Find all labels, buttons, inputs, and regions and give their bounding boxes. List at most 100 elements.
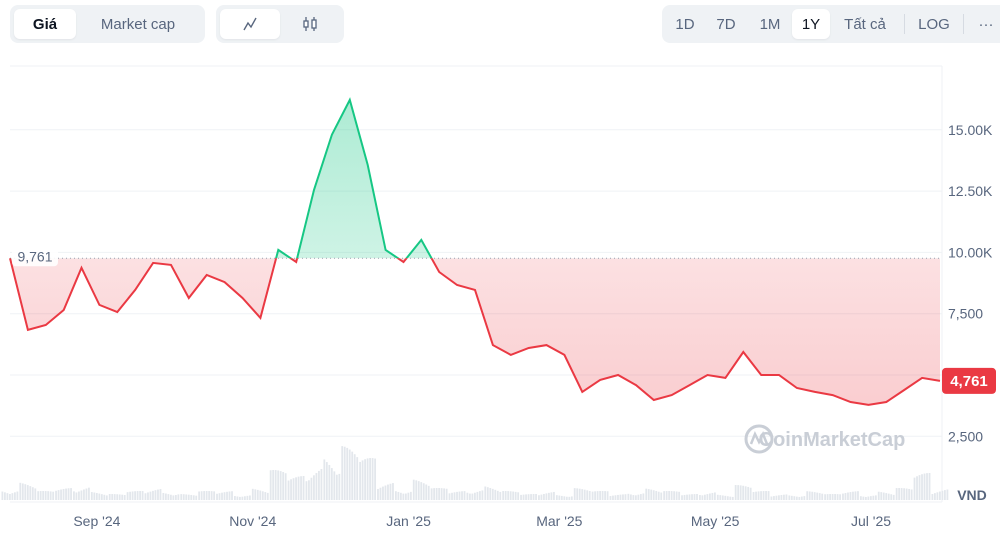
currency-label: VND [957, 487, 987, 503]
volume-bar [568, 496, 571, 500]
volume-bar [463, 491, 466, 500]
more-button[interactable]: ··· [978, 15, 994, 33]
volume-bar [397, 491, 400, 500]
volume-bar [760, 491, 762, 500]
volume-bar [916, 476, 918, 500]
volume-bar [6, 493, 9, 500]
volume-bar [409, 491, 412, 500]
candlestick-button[interactable] [280, 9, 340, 39]
volume-bar [854, 491, 857, 500]
volume-bar [52, 491, 55, 500]
volume-bar [711, 492, 714, 500]
volume-bar [588, 491, 591, 500]
volume-bar [346, 447, 349, 500]
volume-bar [226, 491, 228, 500]
range-1y[interactable]: 1Y [792, 9, 830, 39]
volume-bar [798, 496, 801, 500]
volume-bar [422, 483, 425, 500]
price-line-down [9, 258, 941, 406]
volume-bar [739, 485, 742, 500]
volume-bar [264, 492, 267, 500]
volume-bar [241, 496, 244, 500]
volume-bar [407, 492, 410, 500]
y-tick-label: 15.00K [948, 122, 993, 138]
tab-price[interactable]: Giá [14, 9, 76, 39]
volume-bar [292, 478, 295, 500]
volume-bar [169, 494, 172, 500]
volume-bar [239, 496, 241, 500]
volume-bar [295, 477, 297, 500]
range-1m[interactable]: 1M [759, 15, 781, 33]
volume-bar [164, 493, 167, 500]
volume-bar [325, 462, 328, 500]
volume-bar [187, 494, 190, 500]
volume-bar [57, 490, 60, 500]
volume-bar [652, 490, 655, 500]
volume-bar [660, 492, 663, 500]
volume-bar [284, 473, 287, 500]
volume-bar [744, 486, 747, 500]
volume-bar [790, 495, 793, 500]
line-chart-button[interactable] [220, 9, 280, 39]
coinmarketcap-logo-icon [744, 424, 774, 454]
volume-bar [910, 489, 913, 500]
volume-bar [701, 495, 704, 500]
volume-bar [320, 469, 323, 500]
volume-bar [583, 489, 586, 500]
volume-bar [637, 494, 640, 500]
volume-bar [632, 495, 635, 500]
volume-bar [443, 488, 446, 500]
volume-bar [415, 480, 418, 500]
volume-bar [496, 490, 499, 500]
log-toggle[interactable]: LOG [918, 15, 950, 33]
volume-bar [308, 480, 310, 500]
volume-bar [668, 491, 671, 500]
volume-bar [256, 489, 259, 500]
volume-bar [374, 458, 376, 500]
volume-bar [471, 493, 474, 500]
chart-type-toggle [216, 5, 344, 43]
volume-bar [936, 492, 939, 500]
volume-bar [857, 491, 859, 500]
volume-bar [420, 482, 423, 500]
volume-bar [261, 491, 264, 500]
range-7d[interactable]: 7D [716, 15, 736, 33]
volume-bar [862, 496, 865, 500]
volume-bar [221, 492, 223, 500]
tab-market-cap[interactable]: Market cap [100, 15, 176, 33]
volume-bar [892, 494, 895, 500]
volume-bar [918, 475, 921, 500]
volume-bar [382, 486, 384, 500]
volume-bar [678, 491, 681, 500]
volume-bar [116, 494, 119, 500]
volume-bar [576, 488, 579, 500]
volume-bar [663, 491, 666, 500]
volume-bar [530, 494, 532, 500]
volume-bar [612, 495, 614, 500]
volume-bar [829, 494, 831, 500]
range-1d[interactable]: 1D [675, 15, 695, 33]
volume-bar [216, 493, 218, 500]
volume-bar [389, 483, 392, 500]
volume-bar [234, 496, 236, 500]
volume-bar [683, 494, 686, 500]
volume-bar [905, 488, 908, 500]
volume-bar [514, 491, 517, 500]
range-all[interactable]: Tất cả [844, 15, 886, 33]
volume-bar [67, 488, 70, 500]
volume-bar [696, 494, 698, 500]
volume-bar [19, 482, 22, 500]
volume-bar [627, 493, 630, 500]
volume-bar [430, 488, 433, 500]
volume-bar [491, 488, 494, 500]
volume-bar [520, 494, 522, 500]
volume-bar [208, 491, 211, 500]
volume-bar [31, 487, 34, 500]
volume-bar [394, 491, 397, 500]
volume-bar [448, 493, 451, 500]
volume-bar [921, 474, 923, 500]
volume-bar [456, 491, 458, 500]
volume-bar [387, 484, 389, 500]
volume-bar [218, 493, 221, 500]
